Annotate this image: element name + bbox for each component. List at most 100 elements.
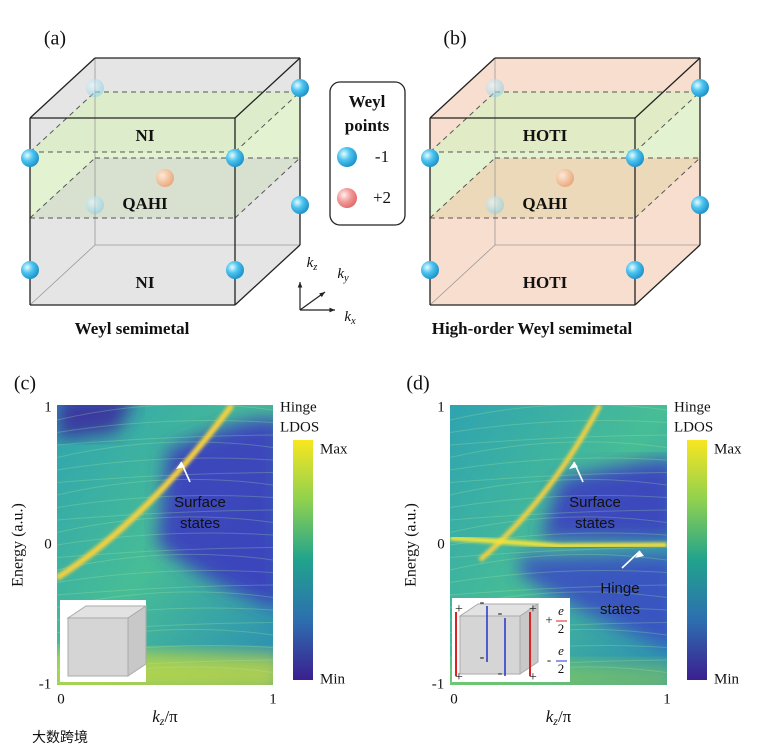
heatmap-stripe	[57, 509, 273, 521]
sphere	[486, 196, 504, 214]
legend-title: points	[345, 116, 390, 135]
region-label: QAHI	[122, 194, 168, 213]
label-sub: z	[159, 714, 165, 728]
heatmap-stripe	[57, 584, 273, 596]
annotation: states	[575, 515, 615, 532]
label-base: k	[152, 707, 160, 726]
x-tick-label: 1	[663, 691, 671, 707]
axis-symbol: ky	[337, 266, 349, 284]
arrow-head	[319, 292, 325, 298]
x-tick-label: 0	[450, 691, 458, 707]
y-tick-label: -1	[432, 676, 445, 692]
sphere	[691, 196, 709, 214]
sphere	[626, 261, 644, 279]
inset-cube	[459, 615, 521, 675]
heatmap-stripe	[450, 405, 667, 421]
sphere	[226, 261, 244, 279]
label-base: k	[307, 255, 314, 271]
axis-symbol: kx	[344, 309, 356, 327]
colorbar-title: LDOS	[674, 419, 713, 435]
legend-title: Weyl	[349, 92, 386, 111]
sphere	[556, 169, 574, 187]
label-sub: y	[343, 273, 349, 284]
heatmap-stripe	[450, 516, 667, 533]
sphere	[291, 79, 309, 97]
label-base: k	[546, 707, 554, 726]
x-axis-label: kz/π	[546, 707, 572, 728]
cube-edge	[429, 91, 496, 153]
charge-sign: +	[455, 670, 463, 685]
colorbar-max: Max	[714, 441, 742, 457]
region-label: HOTI	[523, 126, 568, 145]
arrow-head	[297, 282, 303, 288]
caption: High-order Weyl semimetal	[432, 319, 633, 338]
charge-den: 2	[558, 621, 565, 636]
y-tick-label: 1	[437, 399, 445, 415]
surface-state	[57, 405, 235, 581]
colorbar	[687, 440, 707, 680]
cube-edge	[29, 91, 96, 153]
charge-sign: -	[498, 606, 503, 621]
heatmap-stripe	[57, 472, 273, 483]
heatmap-stripe	[450, 419, 667, 433]
surface-state	[478, 405, 603, 562]
heatmap-stripe	[57, 441, 273, 458]
colorbar	[293, 440, 313, 680]
arrow-head	[635, 551, 644, 558]
cube-edge	[29, 157, 96, 219]
x-tick-label: 0	[57, 691, 65, 707]
charge-sign: +	[455, 602, 463, 617]
charge-den: 2	[558, 661, 565, 676]
heatmap-stripe	[450, 494, 667, 508]
axis-symbol: kz	[307, 255, 318, 273]
annotation-arrow	[621, 550, 641, 569]
panel-label: (a)	[44, 28, 66, 50]
sphere	[691, 79, 709, 97]
panel-label: (c)	[14, 373, 36, 395]
panel-label: (b)	[443, 28, 466, 50]
annotation: states	[600, 601, 640, 618]
heatmap-stripe	[57, 532, 273, 546]
inset-cube	[67, 617, 129, 677]
x-tick-label: 1	[269, 691, 277, 707]
sphere	[421, 261, 439, 279]
cube-edge	[29, 244, 96, 306]
charge-sign: -	[498, 666, 503, 681]
cube-edge	[29, 57, 96, 119]
heatmap-stripe	[450, 441, 667, 458]
charge-sign: -	[480, 650, 485, 665]
x-axis-label: kz/π	[152, 707, 178, 728]
region-label: NI	[136, 126, 155, 145]
charge-num: e	[558, 643, 564, 658]
charge-sign: -	[547, 652, 551, 667]
sphere	[86, 196, 104, 214]
label-base: k	[344, 309, 351, 325]
heatmap-stripe	[450, 553, 667, 571]
annotation: states	[180, 515, 220, 532]
y-tick-label: 0	[437, 536, 445, 552]
sphere	[291, 196, 309, 214]
y-axis-label: Energy (a.u.)	[403, 503, 420, 587]
sphere	[156, 169, 174, 187]
annotation: Surface	[569, 494, 621, 511]
annotation: Surface	[174, 494, 226, 511]
y-tick-label: 1	[44, 399, 52, 415]
label-sub: z	[552, 714, 558, 728]
y-tick-label: -1	[39, 676, 52, 692]
colorbar-min: Min	[320, 671, 346, 687]
heatmap-stripe	[57, 516, 273, 533]
cube-edge	[234, 157, 301, 219]
cube-edge	[429, 157, 496, 219]
heatmap-stripe	[57, 547, 273, 558]
sphere	[337, 147, 357, 167]
sphere	[421, 149, 439, 167]
charge-sign: +	[529, 602, 537, 617]
cube-edge	[234, 244, 301, 306]
sphere	[226, 149, 244, 167]
heatmap-region	[540, 460, 667, 540]
hinge-state	[450, 535, 667, 549]
cube-edge	[634, 244, 701, 306]
charge-sign: +	[545, 612, 552, 627]
heatmap-region	[57, 405, 132, 440]
